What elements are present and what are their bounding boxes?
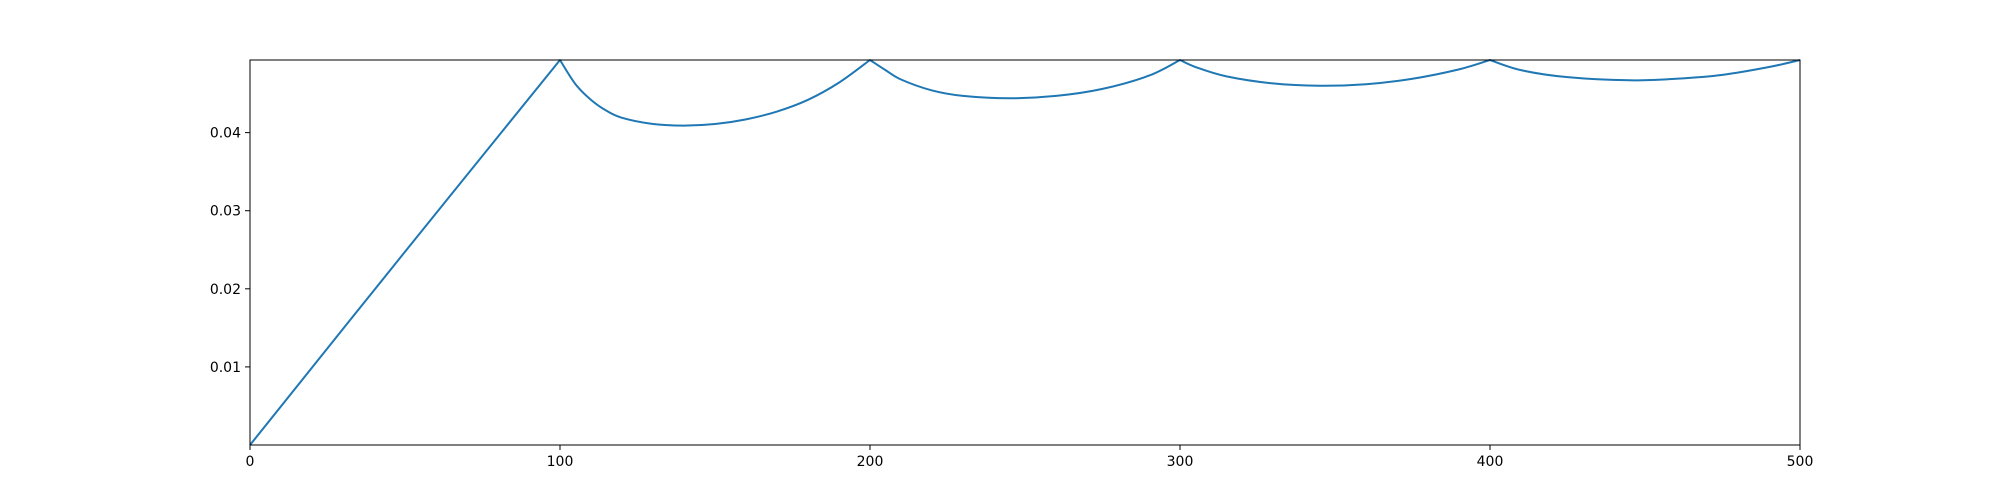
x-axis: 0 100 200 300 400 500 <box>246 445 1814 470</box>
y-tick-label: 0.04 <box>210 126 241 142</box>
x-tick-label: 100 <box>547 454 574 470</box>
x-tick-label: 400 <box>1477 454 1504 470</box>
x-tick-label: 0 <box>246 454 255 470</box>
x-tick-label: 500 <box>1787 454 1814 470</box>
y-tick-label: 0.03 <box>210 204 241 220</box>
y-tick-label: 0.02 <box>210 282 241 298</box>
series-line <box>249 59 1801 446</box>
x-tick-label: 200 <box>857 454 884 470</box>
y-tick-label: 0.01 <box>210 360 241 376</box>
plot-frame <box>249 59 1801 446</box>
y-axis: 0.01 0.02 0.03 0.04 <box>210 126 250 376</box>
x-tick-label: 300 <box>1167 454 1194 470</box>
